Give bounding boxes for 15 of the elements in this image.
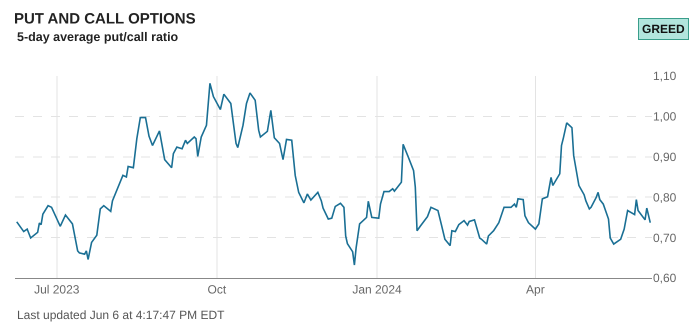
line-series [16, 82, 652, 266]
y-tick-label: 1,10 [653, 69, 677, 84]
y-tick-label: 1,00 [653, 110, 677, 124]
y-tick-label: 0,80 [653, 190, 677, 204]
x-tick-label: Apr [526, 282, 545, 296]
text: GREED [642, 22, 686, 36]
y-tick-label: 0,70 [653, 230, 677, 245]
y-tick-label: 0,90 [653, 150, 677, 164]
chart-title: PUT AND CALL OPTIONS [14, 10, 196, 28]
x-tick-label: Jul 2023 [34, 282, 80, 296]
y-tick-label: 0,60 [653, 271, 677, 286]
x-tick-label: Jan 2024 [352, 282, 402, 296]
chart-subtitle: 5-day average put/call ratio [17, 30, 179, 44]
x-tick-label: Oct [208, 282, 227, 296]
text: Last updated Jun 6 at 4:17:47 PM EDT [17, 308, 226, 322]
